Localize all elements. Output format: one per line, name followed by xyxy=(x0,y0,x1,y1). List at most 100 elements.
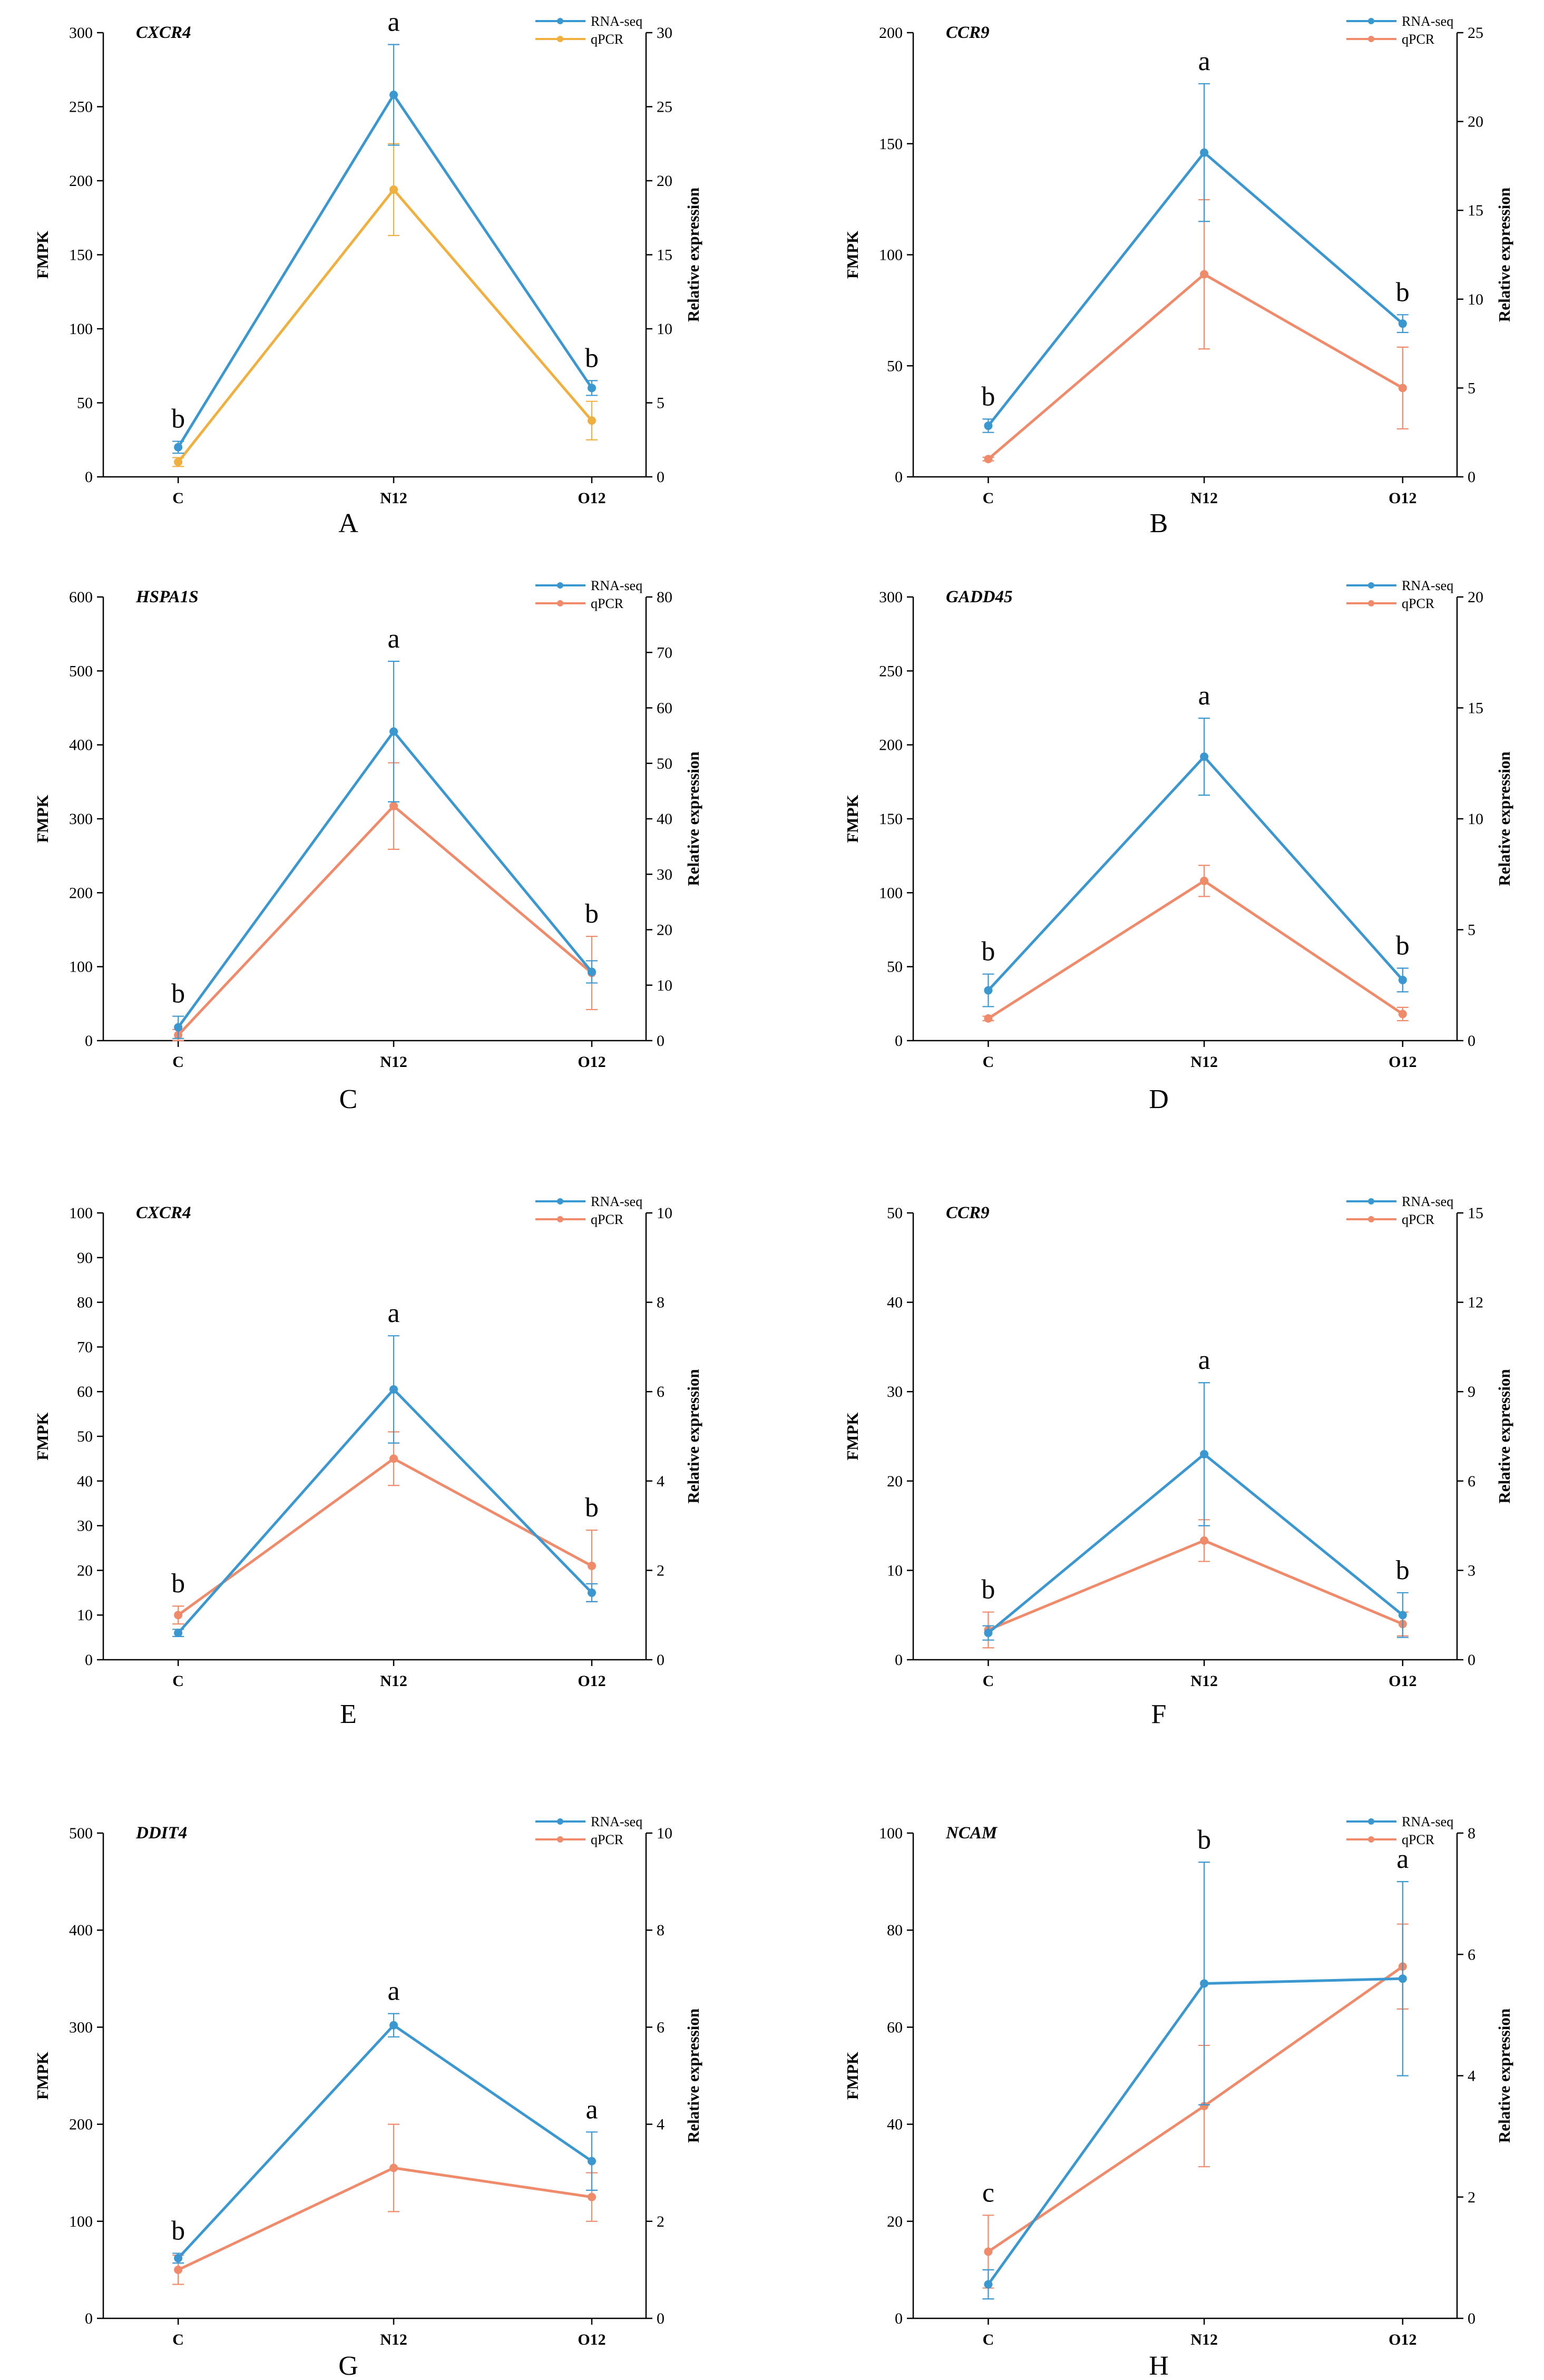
chart-panel-g: 0 100 200 300 400 500 0 2 4 6 8 10 C N12 O12 FMPK Relati… xyxy=(33,1814,702,2380)
x-tick-label: N12 xyxy=(380,489,407,507)
left-tick-label: 0 xyxy=(895,2310,903,2327)
right-tick-label: 20 xyxy=(657,172,672,190)
significance-label: b xyxy=(1396,277,1410,307)
x-tick-label: C xyxy=(983,1672,994,1690)
left-tick-label: 100 xyxy=(69,320,93,338)
right-tick-label: 9 xyxy=(1468,1383,1475,1400)
gene-title: GADD45 xyxy=(946,587,1013,606)
left-tick-label: 80 xyxy=(77,1294,93,1311)
left-tick-label: 600 xyxy=(69,589,93,606)
y-axis-label-left: FMPK xyxy=(33,231,52,279)
series-line-qpcr xyxy=(988,1539,1403,1631)
legend-marker xyxy=(1368,600,1374,606)
chart-panel-a: 0 50 100 150 200 250 300 0 5 10 15 20 25 30 C N12 O12 FMP… xyxy=(33,7,702,538)
legend-label: RNA-seq xyxy=(591,1194,642,1209)
legend-marker xyxy=(557,18,563,24)
left-tick-label: 20 xyxy=(77,1562,93,1579)
x-tick-label: C xyxy=(172,489,184,507)
left-tick-label: 100 xyxy=(879,247,903,264)
legend-marker xyxy=(557,1836,563,1843)
left-tick-label: 200 xyxy=(69,884,93,902)
right-tick-label: 0 xyxy=(1468,468,1475,486)
gene-title: CCR9 xyxy=(946,23,990,42)
data-point xyxy=(1200,752,1209,761)
left-tick-label: 0 xyxy=(895,1651,903,1669)
y-axis-label-right: Relative expression xyxy=(1495,751,1513,886)
x-tick-label: C xyxy=(983,489,994,507)
legend-label: RNA-seq xyxy=(591,1814,642,1829)
x-tick-label: N12 xyxy=(380,1053,407,1071)
y-axis-label-left: FMPK xyxy=(843,2052,862,2100)
y-axis-label-left: FMPK xyxy=(33,2052,52,2100)
right-tick-label: 70 xyxy=(657,644,672,661)
gene-title: DDIT4 xyxy=(135,1824,187,1843)
right-tick-label: 25 xyxy=(657,99,672,116)
left-tick-label: 300 xyxy=(69,2019,93,2036)
data-point xyxy=(588,1561,596,1570)
right-tick-label: 25 xyxy=(1468,24,1483,42)
left-tick-label: 200 xyxy=(69,2116,93,2133)
legend-label: qPCR xyxy=(1402,1832,1435,1847)
chart-panel-e: 0 10 20 30 40 50 60 70 80 90 100 0 2 4 6 8 10 C N12 O12 FMPK… xyxy=(33,1194,702,1729)
series-line-rna-seq xyxy=(987,1977,1403,2285)
panel-label: E xyxy=(340,1699,357,1729)
left-tick-label: 0 xyxy=(85,1032,93,1050)
right-tick-label: 15 xyxy=(1468,1204,1483,1222)
data-point xyxy=(984,455,993,464)
data-point xyxy=(389,2021,398,2030)
left-tick-label: 300 xyxy=(69,24,93,42)
data-point xyxy=(1398,384,1407,393)
data-point xyxy=(1398,1010,1407,1018)
right-tick-label: 10 xyxy=(1468,810,1483,828)
series-line-rna-seq xyxy=(987,755,1404,992)
series-line-qpcr xyxy=(987,273,1404,461)
gene-title: HSPA1S xyxy=(135,587,199,606)
legend-marker xyxy=(1368,1836,1374,1843)
data-point xyxy=(1398,1974,1407,1983)
legend-marker xyxy=(557,1818,563,1825)
left-tick-label: 80 xyxy=(887,1922,903,1939)
significance-label: a xyxy=(388,1976,400,2006)
significance-label: a xyxy=(388,7,400,37)
data-point xyxy=(389,2163,398,2172)
left-tick-label: 0 xyxy=(85,1651,93,1669)
significance-label: b xyxy=(585,1493,599,1523)
significance-label: a xyxy=(388,1298,400,1328)
legend-label: RNA-seq xyxy=(1402,1814,1453,1829)
chart-panel-d: 0 50 100 150 200 250 300 0 5 10 15 20 C N12 O12 FMPK Rel… xyxy=(843,578,1513,1114)
significance-label: b xyxy=(171,2216,185,2246)
right-tick-label: 10 xyxy=(657,977,672,994)
data-point xyxy=(389,1385,398,1394)
right-tick-label: 15 xyxy=(1468,700,1483,717)
y-axis-label-left: FMPK xyxy=(33,795,52,843)
data-point xyxy=(1200,1449,1209,1458)
significance-label: a xyxy=(388,624,400,654)
x-tick-label: O12 xyxy=(1389,1053,1416,1071)
panel-label: A xyxy=(338,508,358,538)
legend-label: RNA-seq xyxy=(591,14,642,29)
significance-label: b xyxy=(1396,931,1410,961)
data-point xyxy=(1200,1536,1209,1545)
right-tick-label: 4 xyxy=(1468,2068,1475,2085)
legend-label: qPCR xyxy=(1402,1212,1435,1227)
right-tick-label: 20 xyxy=(657,922,672,939)
data-point xyxy=(174,1611,183,1620)
right-tick-label: 0 xyxy=(1468,1032,1475,1050)
y-axis-label-right: Relative expression xyxy=(684,2009,702,2143)
left-tick-label: 70 xyxy=(77,1338,93,1356)
right-tick-label: 20 xyxy=(1468,589,1483,606)
significance-label: b xyxy=(171,979,185,1009)
significance-label: b xyxy=(171,1569,185,1599)
legend-marker xyxy=(557,1198,563,1204)
data-point xyxy=(1398,1611,1407,1620)
legend-marker xyxy=(557,582,563,589)
legend-label: qPCR xyxy=(591,1832,624,1847)
x-tick-label: O12 xyxy=(578,489,605,507)
right-tick-label: 6 xyxy=(1468,1473,1475,1490)
x-tick-label: N12 xyxy=(1190,2331,1218,2348)
left-tick-label: 50 xyxy=(77,1428,93,1445)
left-tick-label: 50 xyxy=(887,357,903,375)
right-tick-label: 2 xyxy=(1468,2189,1475,2206)
y-axis-label-right: Relative expression xyxy=(1495,1369,1513,1503)
significance-label: b xyxy=(981,381,995,412)
